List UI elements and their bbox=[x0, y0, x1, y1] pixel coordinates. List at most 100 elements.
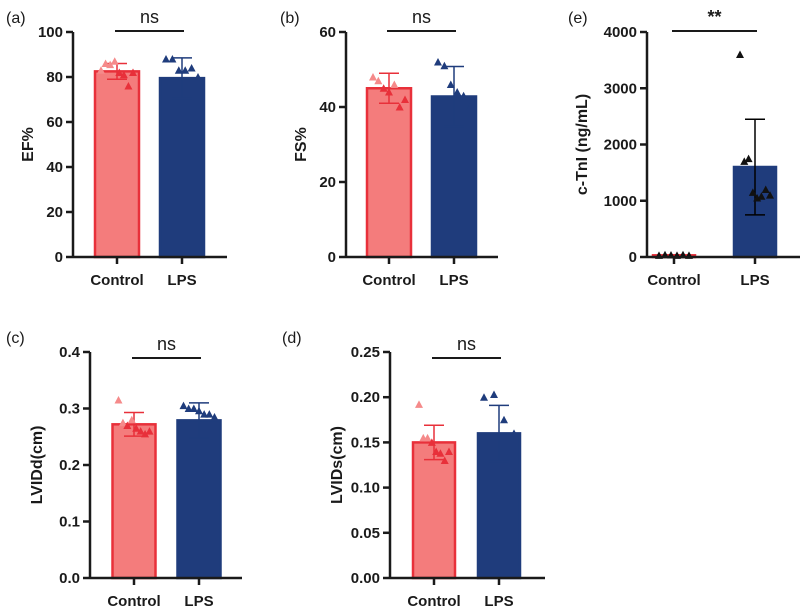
x-tick-label: Control bbox=[107, 593, 160, 610]
y-tick-label: 20 bbox=[46, 204, 63, 221]
data-point bbox=[757, 192, 766, 200]
data-point bbox=[766, 191, 774, 199]
data-point bbox=[453, 88, 462, 96]
y-tick-label: 0.00 bbox=[351, 570, 380, 587]
y-tick-label: 60 bbox=[319, 24, 336, 41]
y-tick-label: 0.10 bbox=[351, 480, 380, 497]
data-point bbox=[385, 88, 393, 96]
data-point bbox=[181, 66, 190, 74]
y-tick-label: 0.2 bbox=[59, 457, 80, 474]
data-point bbox=[434, 58, 442, 66]
data-point bbox=[118, 418, 127, 427]
y-tick-label: 40 bbox=[46, 159, 63, 176]
panel-label: (b) bbox=[280, 10, 300, 27]
data-point bbox=[110, 57, 119, 65]
y-tick-label: 20 bbox=[319, 174, 336, 191]
panel-label: (e) bbox=[568, 10, 588, 27]
x-tick-label: LPS bbox=[484, 593, 513, 610]
data-point bbox=[436, 449, 445, 457]
bar-control bbox=[93, 70, 141, 259]
data-point bbox=[194, 73, 202, 81]
data-point bbox=[124, 82, 133, 90]
data-point bbox=[369, 73, 377, 81]
data-point bbox=[390, 80, 399, 88]
panel-label: (d) bbox=[282, 330, 302, 347]
data-point bbox=[210, 412, 219, 421]
y-tick-label: 0 bbox=[55, 249, 63, 266]
y-tick-label: 0.0 bbox=[59, 570, 80, 587]
y-tick-label: 0 bbox=[328, 249, 336, 266]
y-tick-label: 3000 bbox=[604, 80, 637, 97]
y-axis-label: FS% bbox=[293, 127, 310, 162]
data-point bbox=[500, 415, 508, 424]
data-point bbox=[748, 188, 757, 196]
y-tick-label: 1000 bbox=[604, 193, 637, 210]
x-tick-label: LPS bbox=[740, 272, 769, 289]
y-axis-label: EF% bbox=[20, 127, 37, 162]
data-point bbox=[510, 429, 518, 437]
bar-control bbox=[411, 441, 457, 580]
data-point bbox=[446, 80, 455, 88]
significance-label: ** bbox=[707, 7, 721, 27]
data-point bbox=[200, 410, 209, 418]
y-tick-label: 100 bbox=[38, 24, 63, 41]
data-point bbox=[115, 68, 124, 76]
data-point bbox=[127, 415, 136, 424]
panel-c: (c) 0.0 0.1 0.2 0.3 0.4 Control LPS LVIDd(cm) ns bbox=[6, 330, 242, 610]
data-point bbox=[184, 404, 193, 412]
x-tick-label: Control bbox=[362, 272, 415, 289]
data-point bbox=[119, 70, 128, 79]
data-point bbox=[174, 66, 183, 74]
data-point bbox=[145, 427, 154, 435]
data-point bbox=[205, 410, 214, 418]
y-tick-label: 4000 bbox=[604, 24, 637, 41]
data-point bbox=[187, 64, 196, 72]
x-tick-label: Control bbox=[90, 272, 143, 289]
y-tick-label: 0.1 bbox=[59, 514, 80, 531]
data-point bbox=[744, 154, 753, 163]
data-point bbox=[162, 55, 170, 63]
x-tick-label: LPS bbox=[439, 272, 468, 289]
data-point bbox=[423, 433, 432, 442]
significance-label: ns bbox=[457, 334, 476, 354]
data-point bbox=[374, 76, 383, 85]
x-tick-label: LPS bbox=[167, 272, 196, 289]
data-point bbox=[129, 68, 137, 76]
data-point bbox=[440, 61, 449, 70]
data-point bbox=[761, 185, 770, 193]
y-tick-label: 2000 bbox=[604, 137, 637, 154]
y-tick-label: 0.25 bbox=[351, 344, 380, 361]
data-point bbox=[101, 59, 110, 67]
y-tick-label: 60 bbox=[46, 114, 63, 131]
y-tick-label: 0.20 bbox=[351, 389, 380, 406]
panel-e: (e) 0 1000 2000 3000 4000 Control LPS c-TnI (ng/… bbox=[568, 7, 800, 289]
data-point bbox=[427, 438, 436, 446]
data-point bbox=[123, 421, 132, 429]
data-point bbox=[440, 456, 449, 464]
bar-lps bbox=[158, 76, 206, 259]
panel-d: (d) 0.00 0.05 0.10 0.15 0.20 0.25 Control LPS LVI… bbox=[282, 330, 545, 610]
bar-control bbox=[365, 87, 413, 259]
data-point bbox=[97, 66, 105, 74]
y-tick-label: 0 bbox=[629, 249, 637, 266]
y-tick-label: 0.15 bbox=[351, 434, 380, 451]
significance-label: ns bbox=[412, 7, 431, 27]
y-axis-label: LVIDd(cm) bbox=[29, 426, 46, 505]
y-tick-label: 40 bbox=[319, 99, 336, 116]
panel-a: (a) 0 20 40 60 80 100 Control LPS EF% ns bbox=[6, 7, 227, 289]
bar-control bbox=[111, 423, 157, 580]
data-point bbox=[415, 400, 423, 408]
data-point bbox=[189, 404, 198, 412]
bar-lps bbox=[176, 419, 222, 580]
y-tick-label: 0.05 bbox=[351, 525, 380, 542]
data-point bbox=[401, 95, 409, 103]
panel-label: (a) bbox=[6, 10, 26, 27]
data-point bbox=[445, 447, 453, 455]
data-point bbox=[141, 429, 150, 438]
data-point bbox=[136, 427, 145, 435]
y-axis-label: LVIDs(cm) bbox=[329, 426, 346, 504]
data-point bbox=[114, 396, 123, 404]
data-point bbox=[195, 406, 203, 415]
data-point bbox=[736, 50, 744, 58]
